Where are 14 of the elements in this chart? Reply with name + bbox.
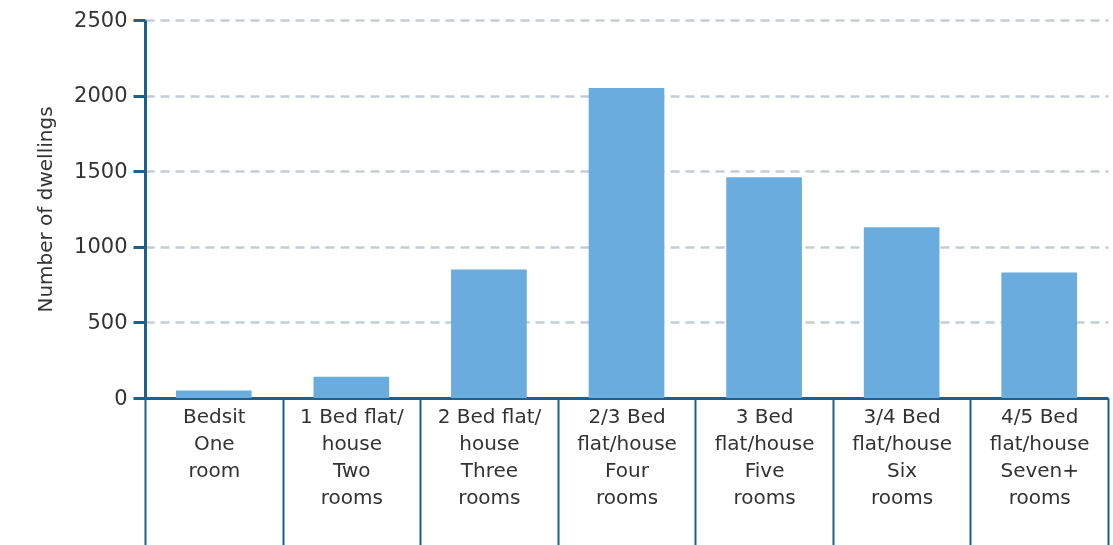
x-tick-label: 3/4 Bed flat/house Six rooms: [852, 403, 953, 509]
y-tick-label: 0: [114, 385, 128, 410]
x-tick-label: 2 Bed flat/ house Three rooms: [437, 403, 542, 509]
y-tick-label: 2000: [74, 83, 128, 108]
x-tick-label: 3 Bed flat/house Five rooms: [714, 403, 815, 509]
y-tick-label: 500: [87, 309, 128, 334]
y-tick-label: 1000: [74, 234, 128, 259]
x-tick-label: Bedsit One room: [183, 403, 246, 482]
x-tick-label: 2/3 Bed flat/house Four rooms: [577, 403, 677, 509]
x-tick-label: 1 Bed flat/ house Two rooms: [300, 403, 404, 509]
y-tick-label: 2500: [74, 7, 128, 32]
x-tick-label: 4/5 Bed flat/house Seven+ rooms: [989, 403, 1090, 509]
y-axis-title: Number of dwellings: [33, 106, 58, 313]
y-tick-label: 1500: [74, 158, 128, 183]
